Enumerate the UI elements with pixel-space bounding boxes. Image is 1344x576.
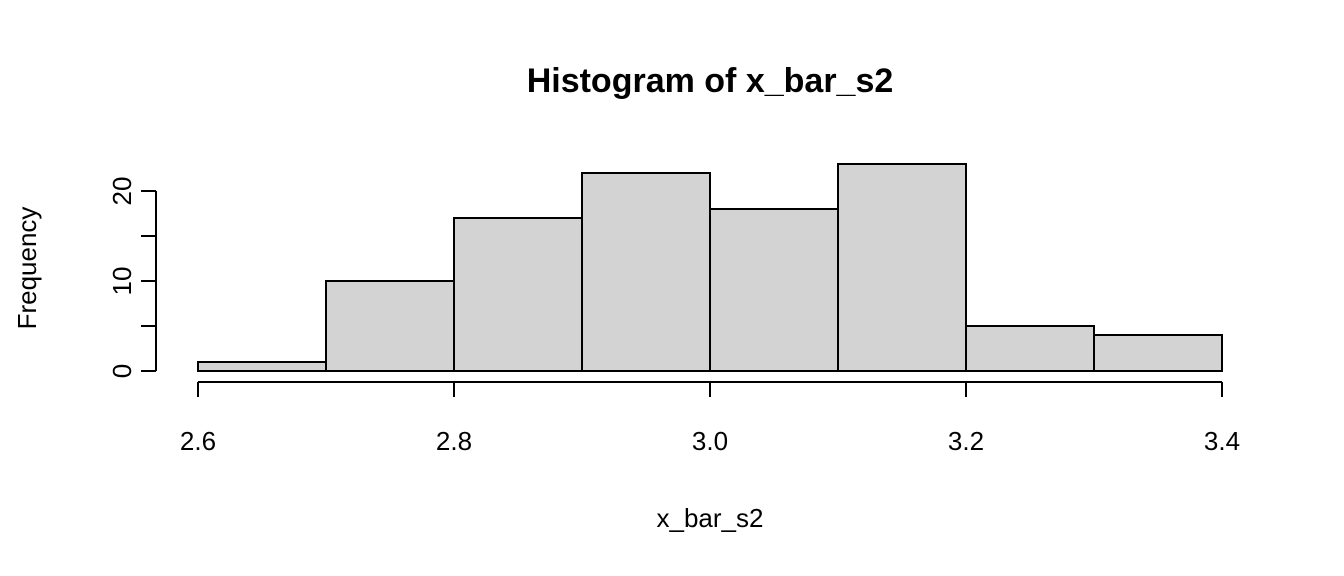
histogram-bar <box>1093 334 1223 372</box>
histogram-bar <box>453 217 583 372</box>
histogram-bar <box>709 208 839 372</box>
y-tick-label: 10 <box>107 267 137 296</box>
histogram-bar <box>837 163 967 372</box>
y-tick-label: 20 <box>107 177 137 206</box>
x-axis: 2.6 2.8 3.0 3.2 3.4 <box>180 381 1240 456</box>
x-tick-label: 2.6 <box>180 426 216 456</box>
x-tick-label: 3.4 <box>1204 426 1240 456</box>
histogram-bars <box>197 163 1223 372</box>
histogram-bar <box>965 325 1095 372</box>
y-axis: 0 10 20 <box>107 177 157 378</box>
y-axis-label: Frequency <box>12 207 42 330</box>
histogram-bar <box>325 280 455 372</box>
chart-title: Histogram of x_bar_s2 <box>527 62 894 100</box>
x-tick-label: 3.0 <box>692 426 728 456</box>
y-tick-label: 0 <box>107 364 137 378</box>
histogram-bar <box>197 361 327 372</box>
histogram-bar <box>581 172 711 372</box>
x-axis-label: x_bar_s2 <box>657 503 764 533</box>
x-tick-label: 3.2 <box>948 426 984 456</box>
x-tick-label: 2.8 <box>436 426 472 456</box>
